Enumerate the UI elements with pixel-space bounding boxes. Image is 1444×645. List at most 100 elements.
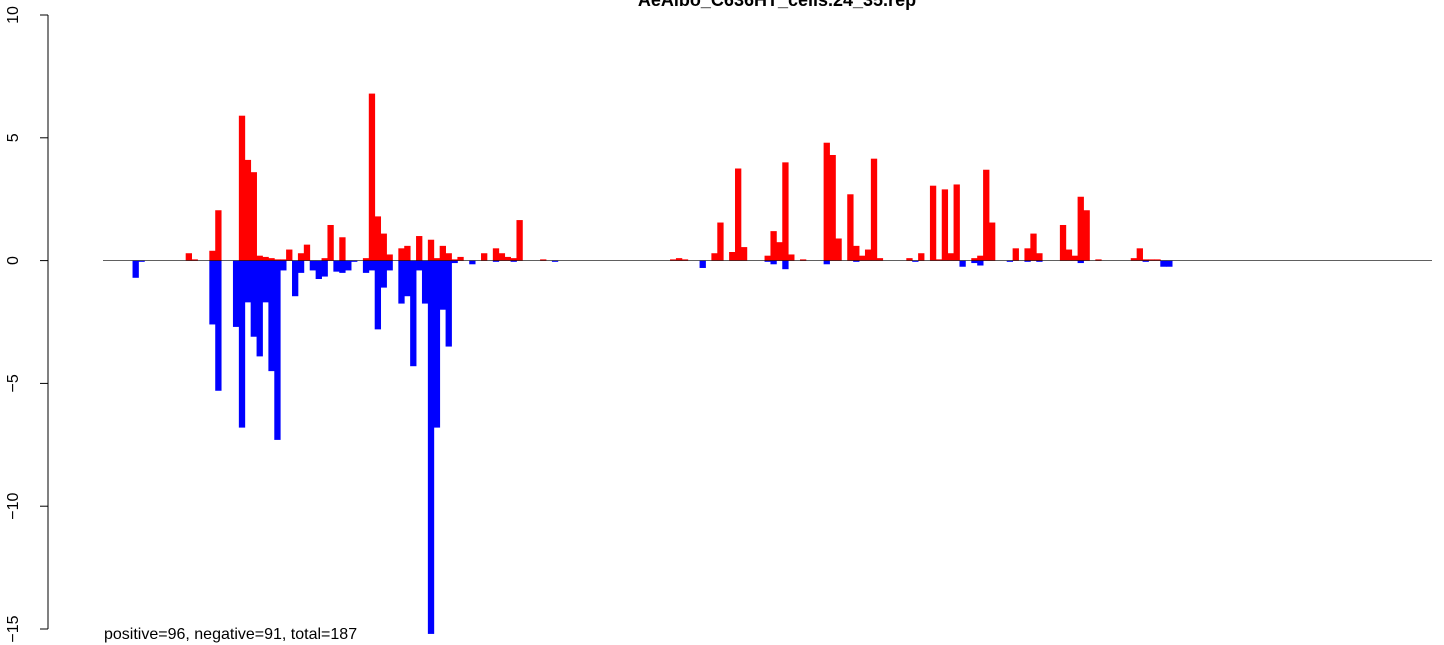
positive-bar	[770, 231, 777, 261]
positive-bar	[286, 249, 293, 261]
positive-bar	[404, 245, 411, 261]
negative-bar	[469, 260, 476, 265]
negative-bar	[404, 260, 411, 297]
negative-bar	[451, 260, 458, 264]
negative-bar	[380, 260, 387, 288]
positive-bar	[274, 259, 281, 261]
negative-bar	[823, 260, 830, 265]
y-tick-label: −15	[5, 615, 22, 642]
negative-bar	[368, 260, 376, 271]
positive-bar	[776, 242, 783, 261]
positive-bar	[540, 259, 547, 261]
positive-bar	[829, 154, 836, 261]
y-tick-label: 10	[5, 6, 22, 24]
positive-bar	[717, 222, 724, 261]
positive-bar	[380, 233, 387, 261]
positive-bar	[256, 255, 263, 261]
positive-bar	[1136, 248, 1143, 261]
positive-bar	[864, 249, 872, 261]
y-tick-label: 0	[5, 256, 22, 265]
negative-bar	[333, 260, 340, 272]
negative-bar	[274, 260, 281, 440]
negative-bar	[416, 260, 423, 271]
positive-bar	[439, 245, 446, 261]
positive-bar	[374, 216, 382, 261]
positive-bar	[427, 239, 435, 261]
negative-bar	[782, 260, 789, 270]
negative-bar	[427, 260, 435, 634]
negative-bar	[492, 260, 500, 262]
positive-bar	[498, 253, 506, 261]
negative-bar	[362, 260, 370, 273]
positive-bar	[1012, 248, 1019, 261]
positive-bar	[835, 238, 842, 261]
positive-bar	[457, 256, 464, 261]
negative-bar	[764, 260, 771, 262]
negative-bar	[374, 260, 382, 330]
y-tick-label: 5	[5, 133, 22, 142]
negative-bar	[309, 260, 317, 271]
positive-bar	[823, 142, 830, 261]
positive-bar	[191, 259, 198, 261]
negative-bar	[339, 260, 346, 273]
positive-bar	[735, 168, 742, 261]
negative-bar	[268, 260, 275, 372]
positive-bar	[859, 255, 866, 261]
positive-bar	[782, 162, 789, 261]
y-tick-label: −10	[5, 493, 22, 520]
negative-bar	[292, 260, 299, 297]
y-tick-label: −5	[5, 374, 22, 392]
negative-bar	[262, 260, 269, 303]
positive-bar	[327, 224, 334, 261]
negative-bar	[1166, 260, 1173, 267]
negative-bar	[959, 260, 966, 267]
positive-bar	[262, 256, 269, 261]
positive-bars	[185, 93, 1161, 261]
negative-bar	[971, 260, 978, 264]
positive-bar	[492, 248, 500, 261]
positive-bar	[670, 259, 677, 261]
negative-bar	[1036, 260, 1043, 262]
positive-bar	[504, 256, 511, 261]
positive-bar	[1077, 196, 1084, 261]
positive-bar	[362, 258, 370, 261]
positive-bar	[1024, 248, 1031, 261]
negative-bar	[510, 260, 517, 262]
positive-bar	[1154, 259, 1161, 261]
positive-bar	[368, 93, 376, 261]
negative-bar	[445, 260, 452, 347]
negative-bar	[1142, 260, 1149, 262]
positive-bar	[1059, 224, 1067, 261]
positive-bar	[941, 189, 949, 261]
counts-annotation: positive=96, negative=91, total=187	[104, 626, 357, 643]
negative-bar	[1006, 260, 1014, 262]
positive-bar	[1095, 259, 1102, 261]
positive-bar	[947, 253, 954, 261]
positive-bar	[971, 258, 978, 261]
positive-bar	[870, 158, 878, 261]
negative-bar	[551, 260, 559, 262]
negative-bar	[398, 260, 405, 304]
positive-bar	[711, 253, 718, 261]
positive-bar	[1036, 253, 1043, 261]
positive-bar	[853, 245, 860, 261]
negative-bar	[238, 260, 246, 428]
positive-bar	[303, 244, 311, 261]
negative-bar	[132, 260, 139, 278]
negative-bar	[1160, 260, 1167, 267]
positive-bar	[977, 255, 984, 261]
negative-bar	[250, 260, 257, 337]
negative-bar	[138, 260, 145, 262]
positive-bar	[238, 115, 246, 261]
positive-bar	[339, 237, 346, 261]
positive-bar	[953, 184, 960, 261]
positive-bar	[1130, 258, 1138, 261]
positive-bar	[1142, 259, 1149, 261]
positive-bar	[433, 258, 441, 261]
positive-bar	[268, 258, 275, 261]
negative-bar	[770, 260, 777, 265]
negative-bars	[132, 260, 1173, 634]
negative-bar	[232, 260, 240, 327]
positive-bar	[929, 185, 937, 261]
positive-bar	[918, 253, 925, 261]
